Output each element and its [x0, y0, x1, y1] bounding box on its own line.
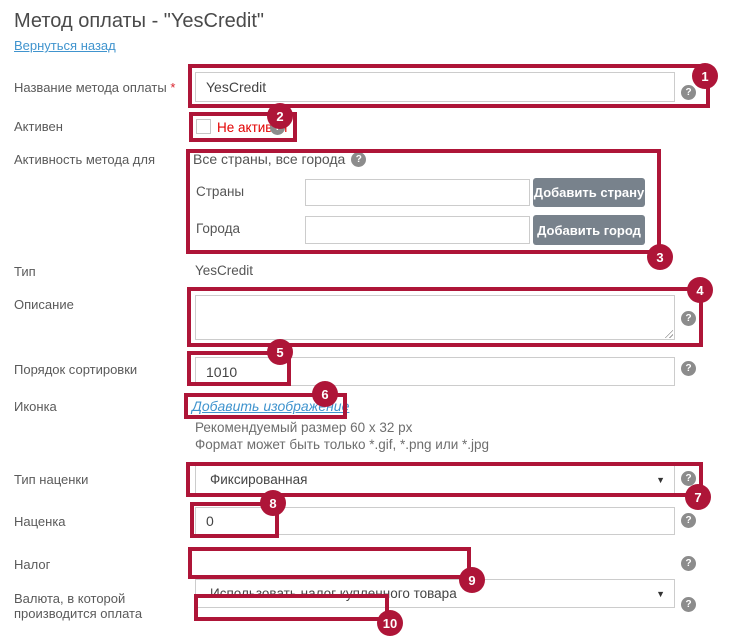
sort-order-input[interactable] — [195, 357, 675, 386]
markup-input[interactable] — [195, 507, 675, 535]
type-label: Тип — [14, 264, 36, 279]
cities-input[interactable] — [305, 216, 530, 244]
activity-label: Активность метода для — [14, 152, 156, 167]
add-country-button[interactable]: Добавить страну — [533, 178, 645, 207]
sort-order-label: Порядок сортировки — [14, 362, 138, 377]
countries-label: Страны — [196, 184, 245, 199]
icon-format-hint: Формат может быть только *.gif, *.png ил… — [195, 437, 490, 452]
annotation-badge-10: 10 — [377, 610, 403, 636]
markup-type-select[interactable]: Фиксированная — [195, 465, 675, 494]
tax-label: Налог — [14, 557, 51, 572]
help-icon-sort-order[interactable] — [681, 361, 696, 376]
annotation-badge-4: 4 — [687, 277, 713, 303]
active-checkbox[interactable] — [196, 119, 211, 134]
icon-label: Иконка — [14, 399, 57, 414]
countries-input[interactable] — [305, 179, 530, 206]
active-label: Активен — [14, 119, 63, 134]
annotation-box-9 — [188, 547, 471, 579]
cities-label: Города — [196, 221, 241, 236]
help-icon-currency[interactable] — [681, 597, 696, 612]
description-label: Описание — [14, 297, 74, 312]
help-icon-name[interactable] — [681, 85, 696, 100]
icon-size-hint: Рекомендуемый размер 60 x 32 px — [195, 420, 413, 435]
type-value: YesCredit — [195, 263, 254, 278]
help-icon-tax[interactable] — [681, 556, 696, 571]
name-input[interactable] — [195, 72, 675, 102]
name-label: Название метода оплаты * — [14, 80, 176, 95]
description-textarea[interactable] — [195, 295, 675, 340]
required-asterisk: * — [170, 80, 176, 95]
markup-label: Наценка — [14, 514, 66, 529]
page-title: Метод оплаты - "YesCredit" — [14, 10, 264, 32]
annotation-badge-1: 1 — [692, 63, 718, 89]
select-arrow-icon — [656, 589, 665, 599]
help-icon-activity[interactable] — [351, 151, 367, 167]
annotation-badge-3: 3 — [647, 244, 673, 270]
tax-select[interactable]: Использовать налог купленного товара — [195, 579, 675, 608]
add-city-button[interactable]: Добавить город — [533, 215, 645, 245]
help-icon-markup[interactable] — [681, 513, 696, 528]
currency-label: Валюта, в которой производится оплата — [14, 591, 143, 621]
annotation-badge-7: 7 — [685, 484, 711, 510]
help-icon-active[interactable] — [270, 120, 285, 135]
help-icon-markup-type[interactable] — [681, 471, 696, 486]
add-image-link[interactable]: Добавить изображение — [192, 398, 350, 414]
select-arrow-icon — [656, 475, 665, 485]
activity-scope: Все страны, все города — [193, 151, 367, 167]
help-icon-description[interactable] — [681, 311, 696, 326]
markup-type-label: Тип наценки — [14, 472, 89, 487]
back-link[interactable]: Вернуться назад — [14, 38, 116, 53]
